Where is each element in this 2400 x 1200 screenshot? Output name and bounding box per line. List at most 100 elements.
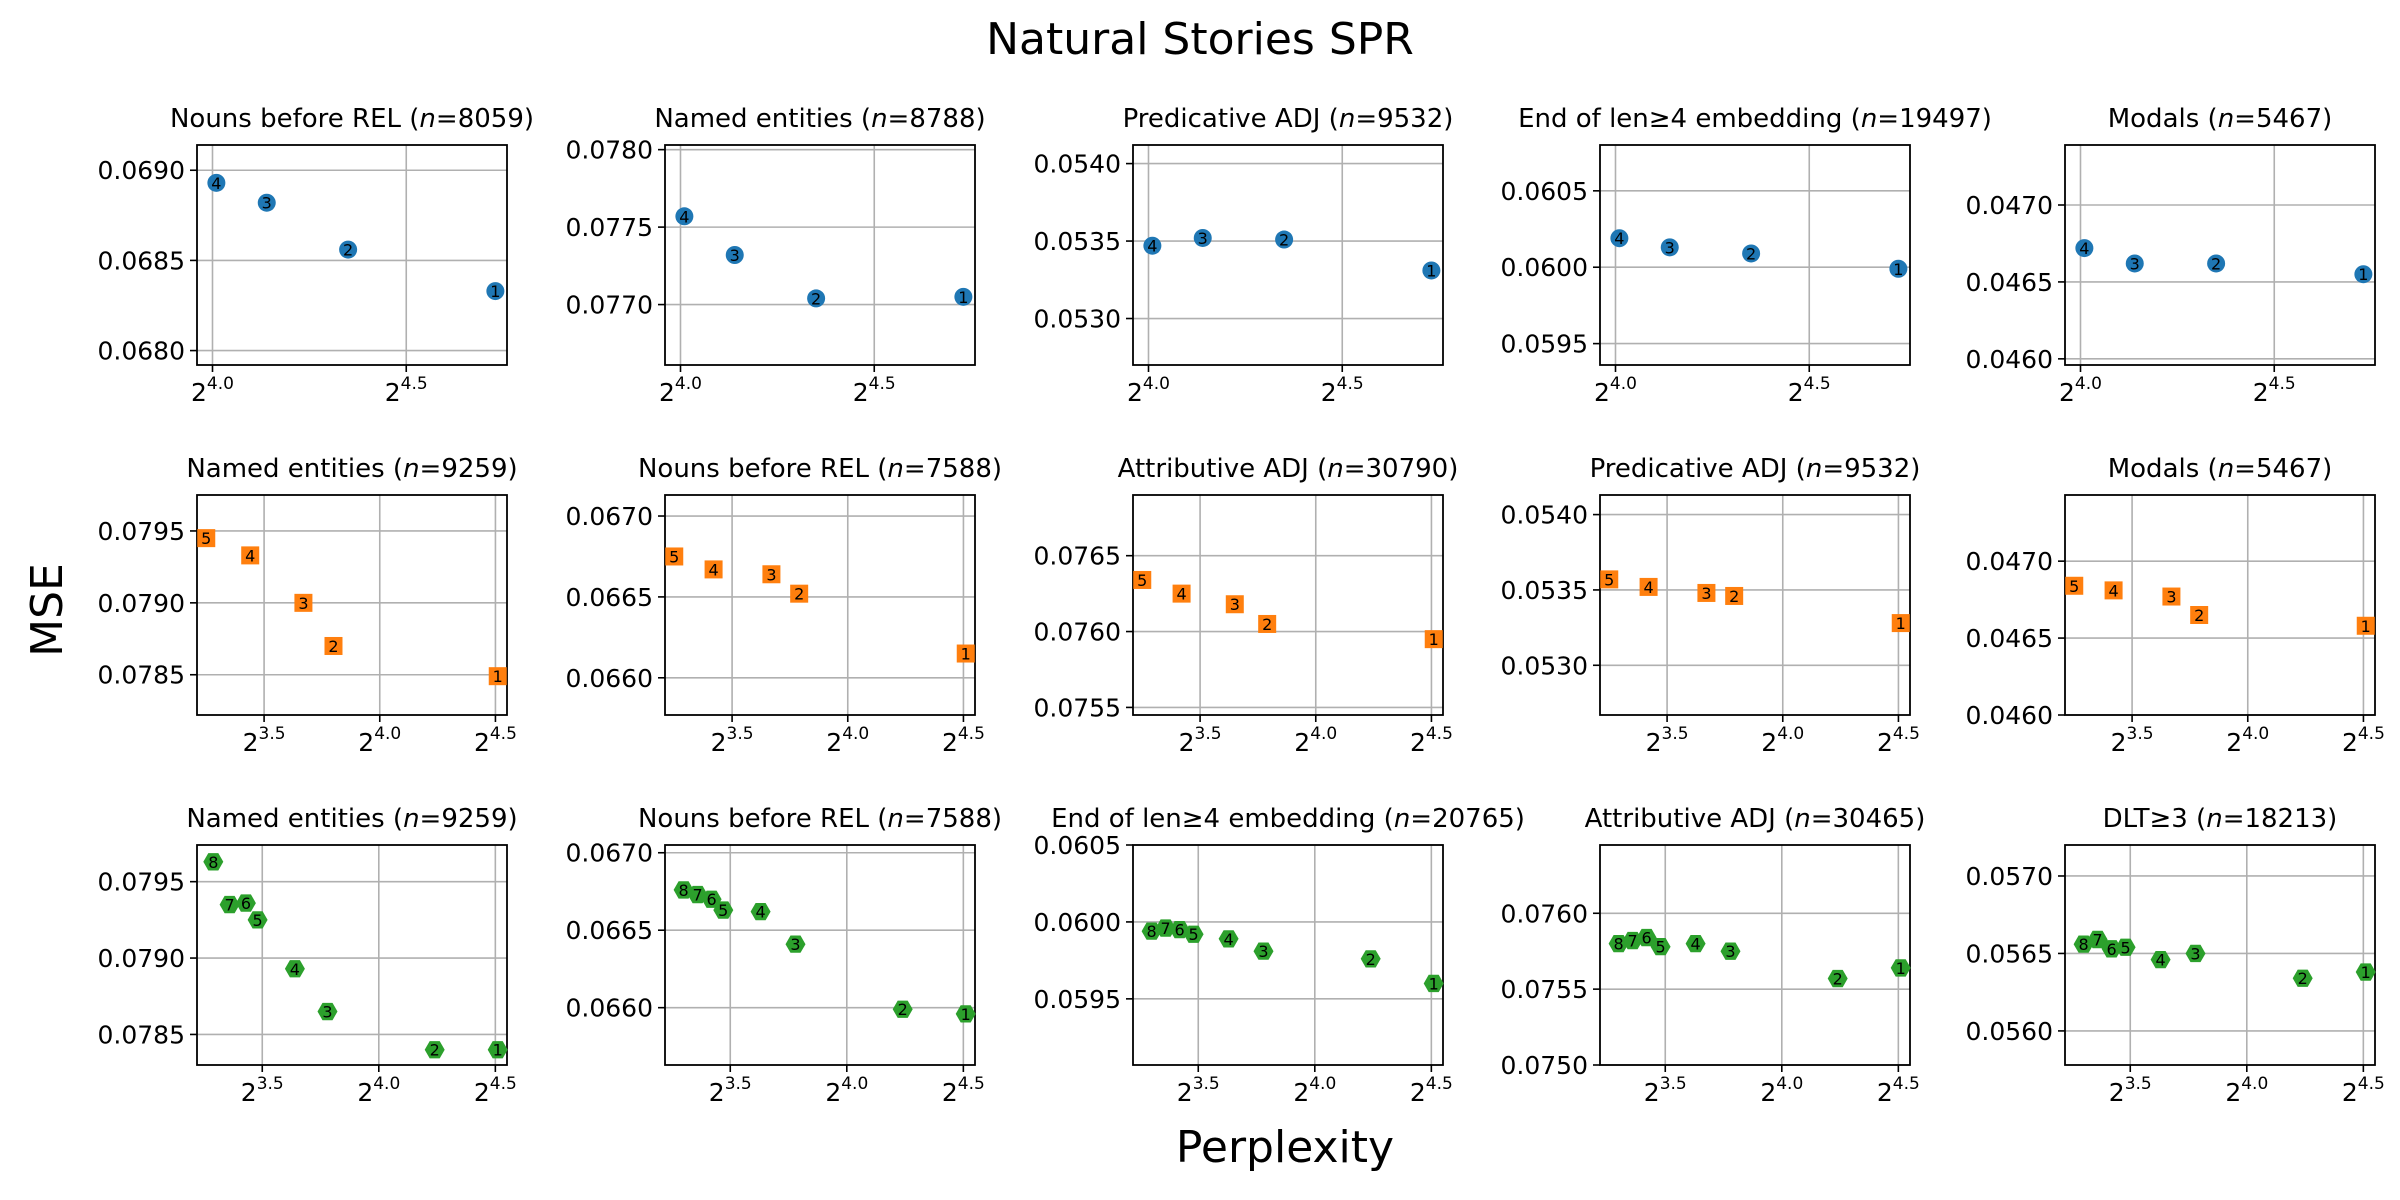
y-tick-label: 0.0530	[1034, 305, 1121, 334]
point-marker	[1360, 950, 1381, 968]
y-tick-label: 0.0780	[566, 136, 653, 165]
point-label: 7	[2093, 931, 2103, 950]
point-label: 2	[430, 1041, 440, 1060]
point-marker	[892, 1000, 913, 1018]
y-tick-label: 0.0530	[1501, 651, 1588, 680]
point-label: 1	[961, 645, 971, 664]
data-point: 3	[1697, 583, 1716, 603]
y-tick-label: 0.0465	[1966, 268, 2053, 297]
point-label: 6	[1642, 929, 1652, 948]
point-label: 4	[1223, 930, 1233, 949]
point-marker	[713, 901, 734, 919]
point-label: 4	[245, 546, 255, 565]
axes-frame	[2064, 494, 2376, 716]
point-label: 1	[493, 667, 503, 686]
point-label: 5	[2121, 938, 2131, 957]
point-label: 8	[208, 853, 218, 872]
point-label: 7	[1161, 919, 1171, 938]
point-marker	[1639, 577, 1658, 596]
point-label: 2	[1833, 970, 1843, 989]
data-point: 3	[317, 1003, 338, 1022]
y-tick-label: 0.0595	[1034, 985, 1121, 1014]
subplot-title: Modals (n=5467)	[2108, 104, 2333, 134]
point-label: 5	[718, 901, 728, 920]
axes-frame	[2064, 844, 2376, 1066]
subplot-title: Predicative ADJ (n=9532)	[1123, 104, 1454, 134]
point-marker	[2087, 930, 2108, 949]
point-marker	[2101, 940, 2122, 958]
x-tick-label: 24.5	[942, 724, 985, 757]
y-tick-label: 0.0785	[98, 1020, 185, 1049]
point-marker	[785, 935, 806, 953]
x-tick-label: 23.5	[711, 724, 754, 757]
point-label: 4	[708, 560, 718, 579]
point-label: 4	[1614, 229, 1624, 248]
subplot-title: Attributive ADJ (n=30790)	[1118, 454, 1459, 484]
data-point: 5	[1600, 570, 1619, 589]
subplot-2-1: Named entities (n=9259) 0.0785 0.0790 0.079…	[98, 454, 518, 757]
subplot-1-1: Nouns before REL (n=8059) 0.0680 0.0685 0.0…	[98, 104, 535, 407]
point-label: 1	[490, 282, 500, 301]
point-label: 4	[2079, 239, 2089, 258]
axes-frame	[196, 494, 508, 716]
x-tick-label: 23.5	[1646, 724, 1689, 757]
data-point: 1	[955, 1005, 976, 1024]
point-label: 5	[201, 529, 211, 548]
y-tick-label: 0.0535	[1501, 576, 1588, 605]
point-marker	[1697, 583, 1716, 602]
point-marker	[2065, 576, 2084, 595]
y-tick-label: 0.0785	[98, 661, 185, 690]
point-label: 2	[1729, 587, 1739, 606]
data-point: 2	[892, 1000, 913, 1019]
axes-frame	[1132, 494, 1444, 716]
point-marker	[2356, 616, 2375, 635]
point-label: 6	[707, 890, 717, 909]
point-label: 8	[2079, 935, 2089, 954]
subplot-2-5: Modals (n=5467) 0.0460 0.0465 0.0470 23.5 24.…	[1966, 454, 2385, 757]
y-tick-label: 0.0660	[566, 994, 653, 1023]
subplot-title: Named entities (n=8788)	[654, 104, 985, 134]
point-label: 1	[493, 1041, 503, 1060]
data-point: 3	[1660, 238, 1679, 257]
x-tick-label: 23.5	[1644, 1074, 1687, 1107]
x-tick-label: 24.5	[1410, 1074, 1453, 1107]
data-point: 4	[1218, 930, 1239, 949]
point-marker	[1610, 229, 1629, 248]
point-marker	[486, 282, 505, 301]
y-tick-label: 0.0755	[1501, 975, 1588, 1004]
data-point: 5	[2115, 938, 2136, 957]
y-tick-label: 0.0670	[566, 502, 653, 531]
data-point: 6	[1636, 929, 1657, 948]
y-tick-label: 0.0750	[1501, 1051, 1588, 1080]
point-label: 2	[2211, 254, 2221, 273]
data-point: 5	[1183, 925, 1204, 944]
data-point: 4	[1610, 229, 1629, 248]
point-label: 2	[1366, 950, 1376, 969]
point-label: 7	[693, 886, 703, 905]
point-marker	[1650, 938, 1671, 956]
point-marker	[1891, 614, 1910, 633]
x-tick-label: 24.5	[1788, 374, 1831, 407]
point-marker	[1890, 959, 1911, 977]
data-point: 3	[2125, 254, 2144, 273]
point-marker	[954, 287, 973, 306]
data-point: 5	[197, 529, 216, 548]
x-tick-label: 24.0	[659, 374, 702, 407]
subplot-2-3: Attributive ADJ (n=30790) 0.0755 0.0760 0.0…	[1034, 454, 1459, 757]
point-label: 1	[1893, 260, 1903, 279]
data-point: 1	[1422, 261, 1441, 280]
data-point: 2	[1258, 614, 1277, 634]
subplot-title: DLT≥3 (n=18213)	[2103, 804, 2338, 834]
point-label: 1	[1896, 614, 1906, 633]
data-point: 4	[207, 173, 226, 193]
figure-title: Natural Stories SPR	[986, 14, 1414, 65]
point-label: 5	[1656, 938, 1666, 957]
point-label: 5	[2069, 577, 2079, 596]
y-tick-label: 0.0790	[98, 589, 185, 618]
point-label: 2	[811, 289, 821, 308]
axes-frame	[1132, 844, 1444, 1066]
y-tick-label: 0.0665	[566, 916, 653, 945]
point-label: 4	[1690, 935, 1700, 954]
data-point: 2	[1725, 586, 1744, 606]
x-tick-label: 24.5	[2342, 724, 2385, 757]
